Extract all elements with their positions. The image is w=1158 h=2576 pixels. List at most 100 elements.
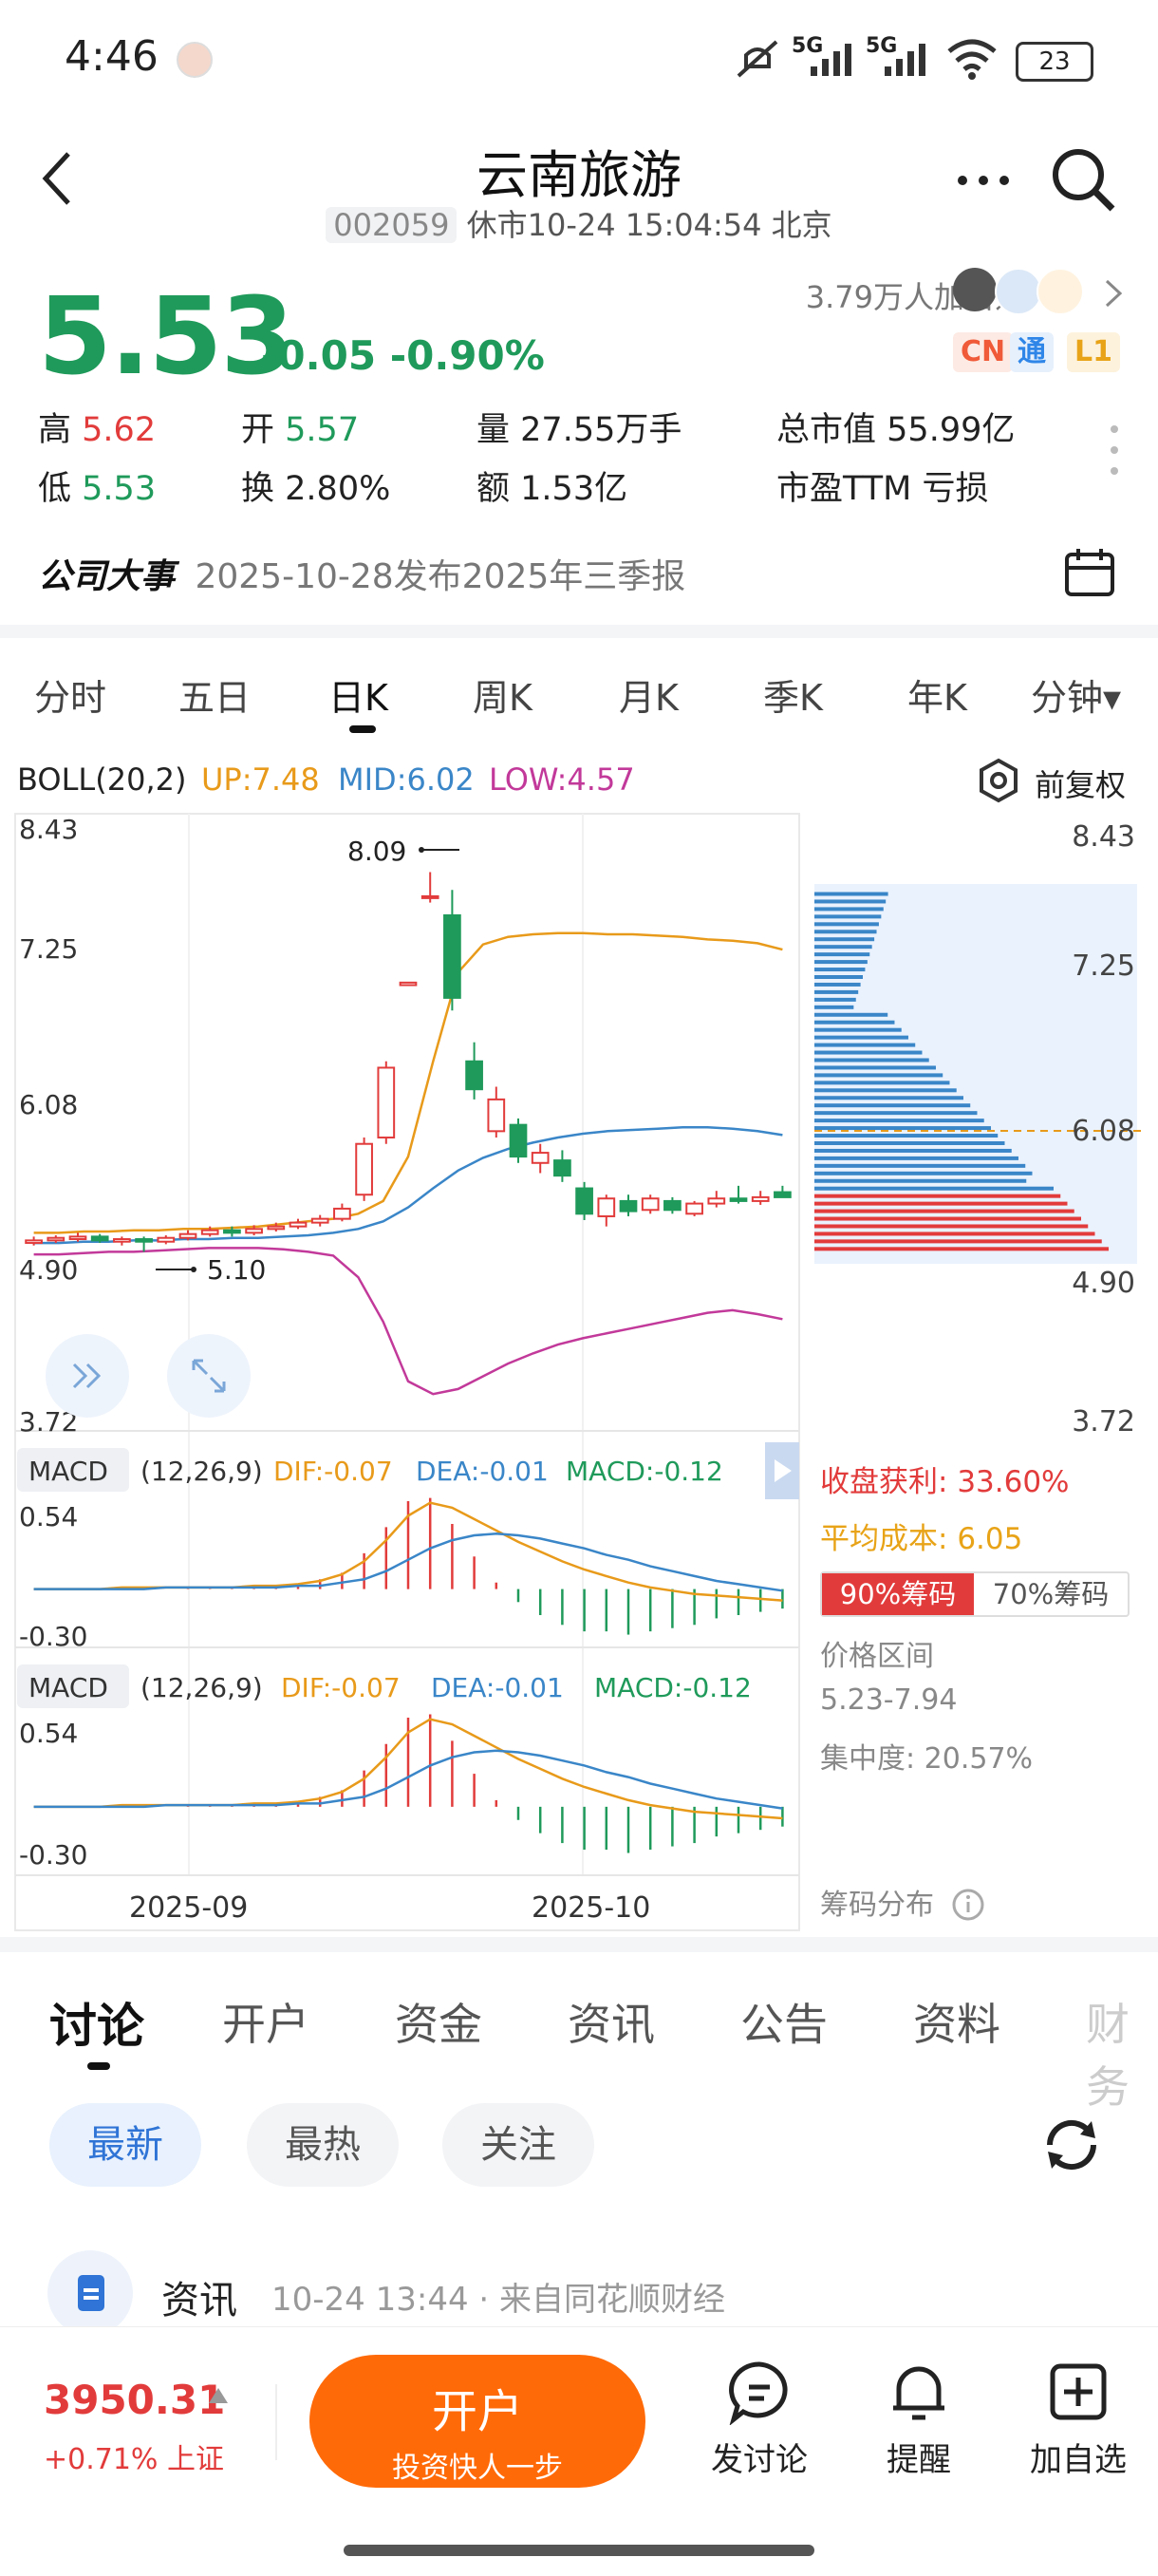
macd1-macd: MACD:-0.12 [566,1456,723,1487]
candle [641,1197,660,1212]
tab-minute[interactable]: 分钟▾ [1031,677,1122,719]
tab-five-day[interactable]: 五日 [178,677,252,719]
mute-icon [737,40,778,78]
chip-bar [814,892,888,896]
battery-level: 23 [1038,47,1071,76]
settings-icon[interactable] [976,758,1021,803]
low-annotation: 5.10 [207,1254,266,1286]
tab-intraday[interactable]: 分时 [34,677,107,719]
section-divider [0,625,1158,638]
boll-mid: MID:6.02 [338,762,475,798]
discuss-button[interactable]: 发讨论 [693,2359,826,2480]
chip-footer[interactable]: 筹码分布 [820,1881,985,1923]
chart-area[interactable]: 8.09 5.10 8.43 7.25 6.08 4.90 3.72 MACD … [13,812,801,1932]
candle [289,1221,308,1228]
calendar-icon[interactable] [1063,545,1116,598]
filter-latest[interactable]: 最新 [49,2103,201,2187]
stat-high: 高 5.62 [38,411,157,449]
bell-icon [893,2366,944,2420]
chip-90-tab[interactable]: 90%筹码 [822,1573,974,1615]
boll-name[interactable]: BOLL(20,2) [17,762,187,798]
candle [200,1229,219,1235]
price-label: 8.43 [19,814,78,845]
info-icon[interactable] [951,1888,985,1922]
macd2-name[interactable]: MACD [28,1672,108,1703]
chip-bar [814,968,866,972]
tab-profile[interactable]: 资料 [913,1999,1000,2050]
candle [729,1197,748,1202]
tab-monthly-k[interactable]: 月K [619,677,679,719]
tab-discussion[interactable]: 讨论 [49,1999,144,2054]
index-change[interactable]: +0.71% 上证 [44,2443,224,2476]
tab-yearly-k[interactable]: 年K [907,677,967,719]
status-bar: 4:46 5G 5G 23 [0,0,1158,114]
avatar-icon [177,42,213,78]
tab-announcements[interactable]: 公告 [740,1999,828,2050]
macd2-top: 0.54 [19,1718,78,1749]
open-account-button[interactable]: 开户 投资快人一步 [309,2355,645,2488]
header: 云南旅游 002059 休市10-24 15:04:54 北京 [0,123,1158,247]
current-price: 5.53 [38,275,294,399]
x-tick-label: 2025-09 [129,1891,248,1925]
tab-funds[interactable]: 资金 [395,1999,482,2050]
chip-bar [814,1096,963,1100]
index-value[interactable]: 3950.31 [44,2377,226,2423]
change-value: -0.05 [261,332,377,379]
chip-70-tab[interactable]: 70%筹码 [992,1578,1110,1610]
chip-bar [814,989,859,994]
avg-cost: 平均成本: 6.05 [820,1522,1023,1556]
candle [135,1238,153,1243]
tab-daily-k[interactable]: 日K [328,677,388,719]
chevron-right-icon[interactable] [1103,277,1124,310]
chip-price-label: 8.43 [1072,820,1135,854]
tab-news[interactable]: 资讯 [568,1999,655,2050]
add-watchlist-button[interactable]: 加自选 [1012,2359,1145,2480]
chip-bar [814,1058,929,1062]
remind-button[interactable]: 提醒 [852,2359,985,2480]
chip-bar [814,1201,1068,1206]
adjust-mode[interactable]: 前复权 [1035,767,1127,803]
more-icon[interactable] [955,171,1012,190]
chip-bar [814,937,875,942]
tab-quarterly-k[interactable]: 季K [763,677,823,719]
chip-bar [814,1140,1005,1145]
news-icon [47,2250,133,2336]
chip-bar [814,1216,1081,1221]
fullscreen-button[interactable] [167,1334,251,1418]
signal-icon-2 [885,44,925,76]
cn-badge[interactable]: CN [953,332,1014,372]
filter-following[interactable]: 关注 [442,2103,594,2187]
chip-price-label: 3.72 [1072,1405,1135,1438]
tab-open-account[interactable]: 开户 [222,1999,309,2050]
vertical-more-icon[interactable] [1109,423,1120,485]
macd1-name[interactable]: MACD [28,1456,108,1487]
candle [575,1187,593,1215]
search-icon[interactable] [1048,144,1118,215]
tong-badge[interactable]: 通 [1010,332,1054,372]
l1-badge[interactable]: L1 [1067,332,1120,372]
expand-right-button[interactable] [46,1334,129,1418]
open-title: 开户 [431,2385,523,2438]
play-toggle[interactable] [765,1442,799,1499]
chip-panel: 8.43 7.25 6.08 4.90 3.72 收盘获利: 33.60% 平均… [805,812,1145,1932]
candle [707,1197,726,1205]
plus-square-icon [1050,2363,1107,2420]
filter-hot[interactable]: 最热 [247,2103,399,2187]
chip-bar [814,1043,916,1047]
candle [751,1195,770,1202]
back-icon[interactable] [38,150,76,207]
chip-distribution-chart[interactable]: 8.43 7.25 6.08 4.90 3.72 [805,812,1145,1438]
company-event[interactable]: 公司大事 2025-10-28发布2025年三季报 [38,549,1120,598]
chip-toggle: 90%筹码 70%筹码 [820,1571,1130,1617]
tab-finance[interactable]: 财务 [1086,1999,1130,2113]
candle [157,1236,176,1243]
watcher-avatars[interactable] [953,268,1084,315]
refresh-icon[interactable] [1038,2112,1105,2178]
candle [178,1232,197,1239]
status-time: 4:46 [65,32,159,81]
tab-weekly-k[interactable]: 周K [473,677,532,719]
candle [487,1098,506,1133]
kline-chart[interactable]: 8.09 5.10 8.43 7.25 6.08 4.90 3.72 MACD … [13,812,801,1932]
chip-bar [814,945,872,950]
macd-tag-bg [17,1448,129,1492]
